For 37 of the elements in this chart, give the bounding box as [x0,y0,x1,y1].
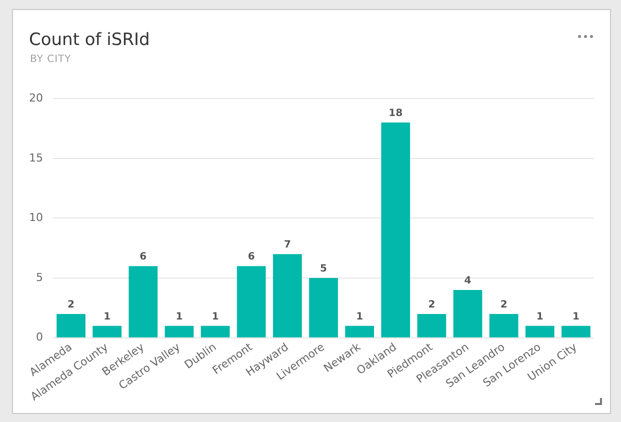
data-label: 2 [500,300,508,311]
y-tick-label: 20 [28,91,43,104]
data-label: 6 [248,252,255,263]
data-label: 2 [428,300,436,311]
data-label: 2 [68,300,75,311]
data-label: 5 [320,264,328,275]
bar [381,122,410,338]
bar [562,326,590,338]
data-label: 1 [356,312,364,323]
data-label: 1 [176,312,183,323]
bar [309,278,338,338]
data-label: 7 [284,240,291,251]
data-label: 1 [536,312,544,323]
data-label: 1 [104,312,111,323]
bar [489,314,518,338]
bar [128,266,158,338]
chart-title: Count of iSRId [29,30,150,50]
bar [345,326,374,338]
data-label: 6 [140,252,147,263]
data-label: 18 [388,108,403,120]
data-label: 1 [212,312,219,323]
bar [453,290,482,338]
y-tick-label: 10 [28,211,43,224]
y-tick-label: 5 [36,270,43,284]
bar [56,314,86,338]
data-label: 1 [572,312,580,323]
bar [92,326,122,338]
y-tick-label: 0 [36,330,43,344]
data-label: 4 [464,276,472,287]
bar [236,266,266,338]
bar [273,254,302,338]
bar [200,326,230,338]
bar [525,326,554,338]
bar [417,314,446,338]
bar [164,326,194,338]
y-tick-label: 15 [28,151,43,164]
chart-subtitle: BY CITY [30,54,72,65]
